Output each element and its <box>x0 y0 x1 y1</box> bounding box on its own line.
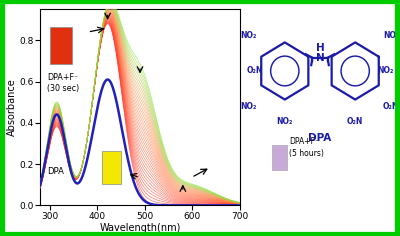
Y-axis label: Absorbance: Absorbance <box>6 79 16 136</box>
Text: N: N <box>316 53 324 63</box>
Text: NO₂: NO₂ <box>277 117 293 126</box>
Text: NO₂: NO₂ <box>241 31 257 40</box>
X-axis label: Wavelength(nm): Wavelength(nm) <box>99 223 181 233</box>
Text: O₂N: O₂N <box>383 102 399 111</box>
Text: DPA+F⁻
(5 hours): DPA+F⁻ (5 hours) <box>289 137 324 158</box>
Text: DPA: DPA <box>47 167 64 176</box>
Text: DPA+F⁻
(30 sec): DPA+F⁻ (30 sec) <box>47 73 79 93</box>
Text: NO₂: NO₂ <box>241 102 257 111</box>
Text: DPA: DPA <box>308 133 332 143</box>
Text: O₂N: O₂N <box>246 67 262 76</box>
Text: O₂N: O₂N <box>347 117 363 126</box>
Text: NO₂: NO₂ <box>378 67 394 76</box>
Text: H: H <box>316 43 324 53</box>
Text: NO₂: NO₂ <box>383 31 399 40</box>
